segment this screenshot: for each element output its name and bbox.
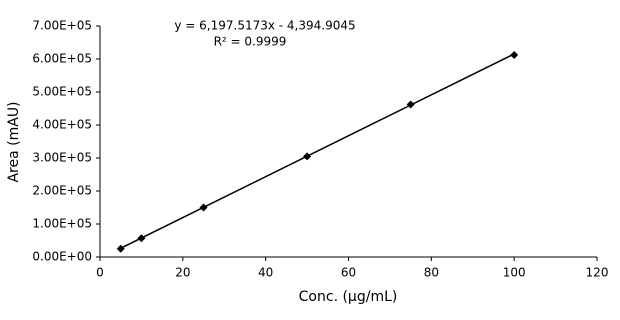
x-axis-title: Conc. (µg/mL): [299, 289, 398, 305]
r-squared: R² = 0.9999: [214, 35, 287, 49]
marker: [303, 152, 312, 161]
y-tick-label: 6.00E+05: [32, 52, 92, 66]
x-tick-label: 80: [424, 266, 439, 280]
y-tick-label: 7.00E+05: [32, 19, 92, 33]
x-tick-label: 120: [586, 266, 609, 280]
x-tick-label: 0: [96, 266, 104, 280]
y-tick-label: 2.00E+05: [32, 184, 92, 198]
marker: [199, 203, 208, 212]
y-tick-label: 0.00E+00: [32, 250, 92, 264]
x-tick-label: 100: [503, 266, 526, 280]
trendline: [120, 53, 515, 249]
y-axis-title: Area (mAU): [6, 101, 22, 182]
x-tick-label: 40: [258, 266, 273, 280]
x-tick-label: 60: [341, 266, 356, 280]
y-tick-label: 1.00E+05: [32, 217, 92, 231]
x-tick-label: 20: [175, 266, 190, 280]
y-tick-label: 5.00E+05: [32, 85, 92, 99]
trendline-equation: y = 6,197.5173x - 4,394.9045: [174, 19, 355, 33]
marker: [510, 51, 519, 60]
y-tick-label: 3.00E+05: [32, 151, 92, 165]
marker: [116, 244, 125, 253]
marker: [137, 234, 146, 243]
marker: [406, 100, 415, 109]
y-tick-label: 4.00E+05: [32, 118, 92, 132]
